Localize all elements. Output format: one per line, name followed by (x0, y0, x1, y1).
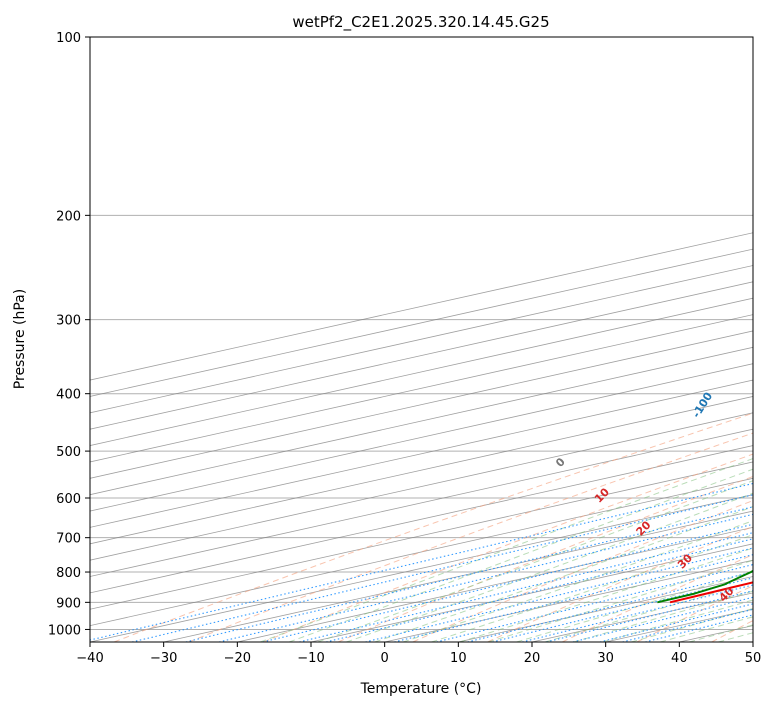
y-tick-label: 700 (56, 532, 81, 547)
dry-adiabat-line (487, 525, 753, 642)
isotherm-line (90, 265, 753, 414)
isotherm-line (90, 379, 753, 528)
mixing-ratio-line (521, 584, 753, 642)
x-tick-label: −40 (76, 651, 103, 666)
dry-adiabat-line (412, 499, 753, 642)
moist-adiabat-line (544, 581, 753, 642)
moist-adiabat-line (431, 534, 753, 642)
isotherm-line (90, 281, 753, 430)
isotherm-label: -100 (690, 390, 716, 421)
x-tick-label: 30 (597, 651, 614, 666)
dry-adiabat-line (337, 475, 753, 642)
isotherm-line (90, 330, 753, 479)
isotherm-line (90, 297, 753, 446)
x-tick-label: −30 (150, 651, 177, 666)
moist-adiabat-line (260, 458, 753, 642)
chart-title: wetPf2_C2E1.2025.320.14.45.G25 (292, 13, 549, 32)
y-tick-label: 800 (56, 566, 81, 581)
y-tick-label: 500 (56, 445, 81, 460)
isotherm-line (90, 412, 753, 561)
moist-adiabat-line (402, 520, 753, 642)
mixing-ratio-line (262, 523, 753, 642)
y-tick-label: 400 (56, 388, 81, 403)
moist-adiabat-line (573, 590, 753, 642)
moist-adiabat-line (718, 632, 753, 642)
moist-adiabat-line (688, 624, 753, 642)
x-tick-label: 40 (671, 651, 688, 666)
moist-adiabat-line (487, 559, 753, 642)
y-axis-label: Pressure (hPa) (12, 289, 28, 389)
x-tick-label: −10 (297, 651, 324, 666)
dry-adiabat-line (636, 585, 753, 642)
isotherm-line (90, 396, 753, 545)
isotherm-line (90, 477, 753, 627)
mixing-ratio-line (325, 538, 753, 642)
moist-adiabat-label: 0 (553, 455, 568, 470)
dry-adiabat-lines (113, 412, 753, 642)
isotherm-line (90, 494, 753, 642)
pressure-gridlines (90, 37, 753, 630)
mixing-ratio-line (185, 506, 753, 642)
y-tick-label: 300 (56, 314, 81, 329)
x-tick-label: −20 (224, 651, 251, 666)
x-tick-label: 10 (450, 651, 467, 666)
mixing-ratio-line (622, 608, 753, 642)
mixing-ratio-line (218, 513, 753, 642)
isotherm-line (90, 232, 753, 381)
isotherm-lines (90, 232, 753, 642)
mixing-ratio-line (645, 614, 753, 642)
moist-adiabat-line (602, 599, 753, 642)
isotherm-line (163, 510, 753, 642)
y-tick-label: 600 (56, 492, 81, 507)
isotherm-line (90, 314, 753, 463)
moist-adiabat-line (459, 547, 753, 642)
moist-adiabat-line (317, 480, 753, 642)
isotherm-line (752, 641, 753, 642)
x-tick-label: 50 (745, 651, 762, 666)
y-tick-label: 200 (56, 209, 81, 224)
dry-adiabat-line (188, 432, 753, 642)
y-axis-ticks: 100 200 300 400 500 600 700 800 900 1000 (48, 31, 90, 638)
moist-adiabat-line (288, 468, 753, 642)
dry-adiabat-line (263, 453, 753, 642)
isotherm-line (90, 445, 753, 594)
plot-frame (89, 36, 754, 643)
y-tick-label: 900 (56, 596, 81, 611)
x-axis-label: Temperature (°C) (360, 681, 482, 697)
isotherm-line (90, 248, 753, 397)
mixing-ratio-line (90, 482, 753, 641)
y-tick-label: 100 (56, 31, 81, 46)
moist-adiabat-lines (260, 458, 753, 642)
mixing-ratio-line (599, 603, 753, 642)
isotherm-line (90, 363, 753, 512)
isotherm-line (458, 576, 753, 642)
moist-adiabat-line (346, 492, 753, 642)
isotherm-line (384, 559, 753, 642)
y-tick-label: 1000 (48, 623, 81, 638)
mixing-ratio-line (572, 596, 753, 642)
isotherm-line (605, 608, 753, 642)
mixing-ratio-lines (90, 482, 753, 642)
isotherm-line (237, 526, 753, 642)
isotherm-line (90, 346, 753, 496)
x-tick-label: 20 (524, 651, 541, 666)
x-tick-label: 0 (381, 651, 389, 666)
isotherm-line (90, 461, 753, 610)
mixing-ratio-line (492, 577, 753, 642)
isotherm-line (310, 543, 753, 642)
mixing-ratio-line (299, 532, 753, 642)
x-axis-ticks: −40 −30 −20 −10 0 10 20 30 40 50 (76, 642, 761, 666)
dry-adiabat-line (113, 412, 753, 642)
moist-adiabat-label: 20 (634, 518, 654, 538)
isotherm-line (90, 428, 753, 577)
